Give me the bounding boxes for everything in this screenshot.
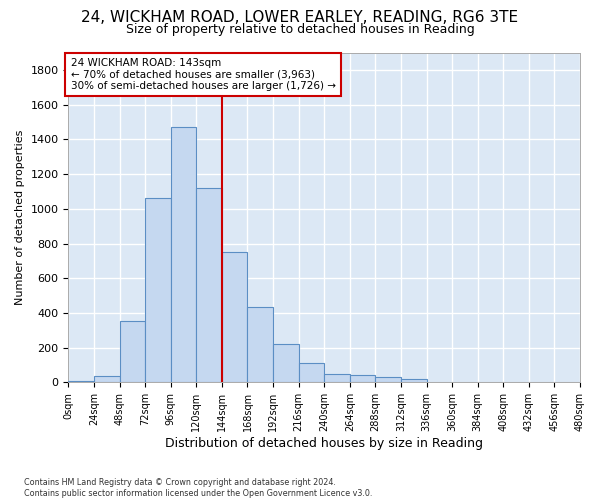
Bar xyxy=(68,380,94,382)
Bar xyxy=(222,252,247,382)
Bar xyxy=(171,127,196,382)
Bar xyxy=(350,374,376,382)
Text: Size of property relative to detached houses in Reading: Size of property relative to detached ho… xyxy=(125,22,475,36)
X-axis label: Distribution of detached houses by size in Reading: Distribution of detached houses by size … xyxy=(165,437,483,450)
Text: 24 WICKHAM ROAD: 143sqm
← 70% of detached houses are smaller (3,963)
30% of semi: 24 WICKHAM ROAD: 143sqm ← 70% of detache… xyxy=(71,58,335,91)
Bar xyxy=(273,344,299,383)
Bar xyxy=(324,374,350,382)
Bar xyxy=(401,379,427,382)
Bar xyxy=(94,376,119,382)
Text: Contains HM Land Registry data © Crown copyright and database right 2024.
Contai: Contains HM Land Registry data © Crown c… xyxy=(24,478,373,498)
Bar xyxy=(299,364,324,382)
Bar xyxy=(247,307,273,382)
Bar xyxy=(119,321,145,382)
Bar xyxy=(376,378,401,382)
Y-axis label: Number of detached properties: Number of detached properties xyxy=(15,130,25,305)
Bar xyxy=(196,188,222,382)
Text: 24, WICKHAM ROAD, LOWER EARLEY, READING, RG6 3TE: 24, WICKHAM ROAD, LOWER EARLEY, READING,… xyxy=(82,10,518,25)
Bar xyxy=(145,198,171,382)
